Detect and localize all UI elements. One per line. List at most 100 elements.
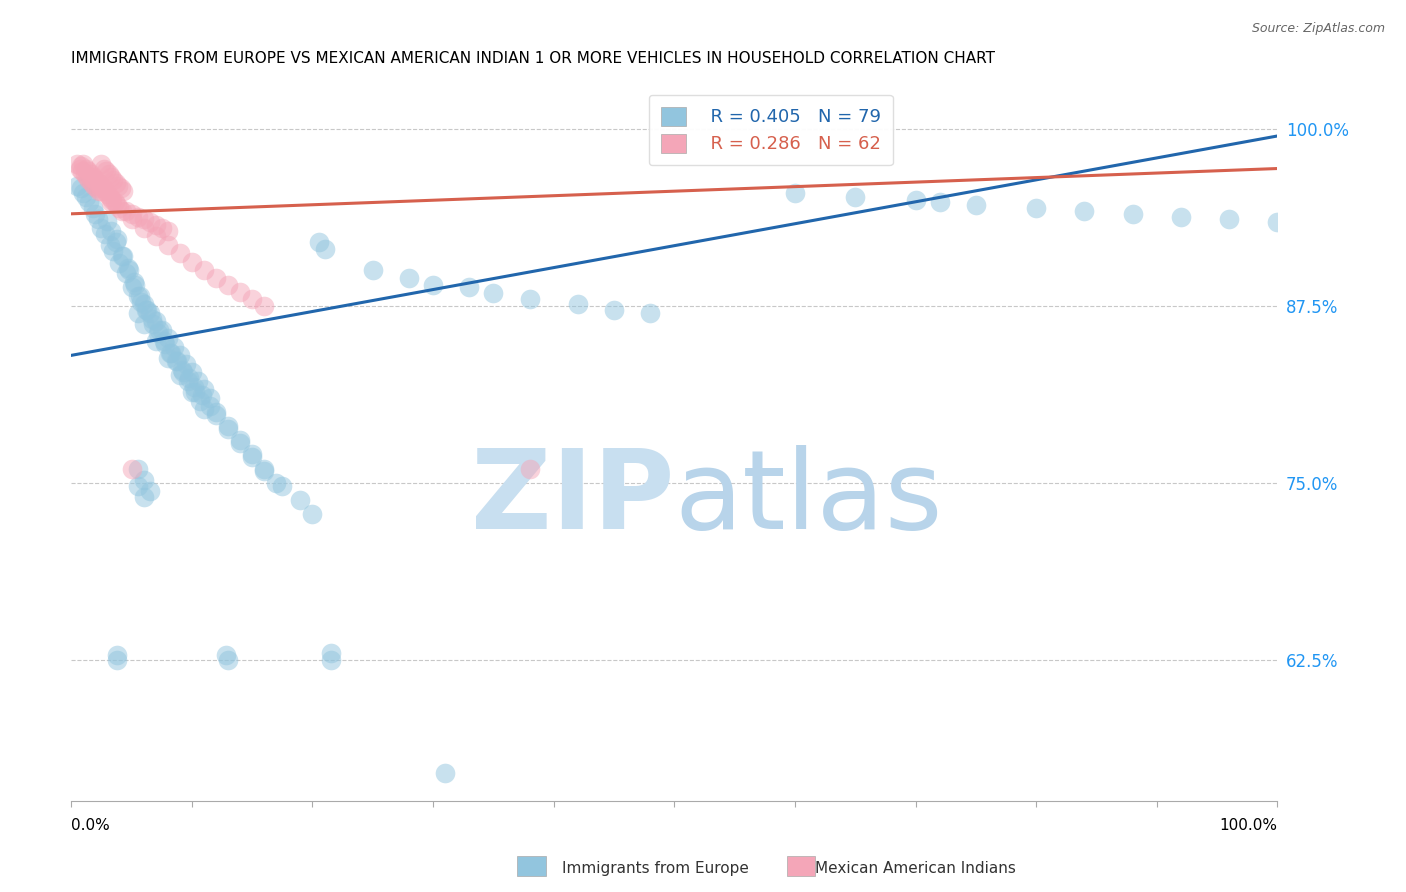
Point <box>169 246 191 260</box>
Point <box>141 311 163 326</box>
Point <box>96 214 118 228</box>
Point <box>180 255 202 269</box>
Point <box>100 224 122 238</box>
Point <box>129 294 152 309</box>
Point <box>84 173 107 187</box>
Point <box>136 303 159 318</box>
Point <box>127 210 149 224</box>
Point <box>90 221 112 235</box>
Point <box>519 461 541 475</box>
Point <box>156 351 179 366</box>
Point <box>104 195 127 210</box>
Point <box>603 303 626 318</box>
Point <box>1267 215 1289 229</box>
Point <box>72 157 94 171</box>
Point <box>86 181 108 195</box>
Point <box>87 212 110 227</box>
Point <box>198 391 221 405</box>
Point <box>84 207 107 221</box>
Point <box>146 326 169 340</box>
Point <box>83 178 105 193</box>
Point <box>112 249 135 263</box>
Point <box>75 161 97 176</box>
Point <box>314 242 336 256</box>
Point <box>1170 210 1192 224</box>
Text: atlas: atlas <box>675 444 943 551</box>
Point <box>89 178 111 193</box>
Point <box>98 238 121 252</box>
Point <box>183 379 205 393</box>
Point <box>190 388 212 402</box>
Point <box>229 285 252 299</box>
Point <box>94 184 117 198</box>
Point <box>114 266 136 280</box>
Point <box>98 190 121 204</box>
Point <box>132 221 155 235</box>
Point <box>122 275 145 289</box>
Point <box>638 306 661 320</box>
Point <box>174 357 197 371</box>
Point <box>127 478 149 492</box>
Point <box>153 334 176 349</box>
Point <box>187 374 209 388</box>
Point <box>103 173 125 187</box>
Point <box>145 314 167 328</box>
Point <box>79 195 101 210</box>
Legend:   R = 0.405   N = 79,   R = 0.286   N = 62: R = 0.405 N = 79, R = 0.286 N = 62 <box>650 95 893 165</box>
Point <box>482 286 505 301</box>
Point <box>138 215 160 229</box>
Point <box>121 207 143 221</box>
Text: Source: ZipAtlas.com: Source: ZipAtlas.com <box>1251 22 1385 36</box>
Point <box>266 475 288 490</box>
Point <box>91 181 114 195</box>
Point <box>214 648 236 663</box>
Point <box>319 653 342 667</box>
Point <box>75 190 97 204</box>
Point <box>567 297 589 311</box>
Point <box>240 292 263 306</box>
Point <box>169 368 191 383</box>
Point <box>80 176 103 190</box>
Point <box>96 186 118 201</box>
Point <box>129 289 152 303</box>
Point <box>163 340 186 354</box>
Point <box>188 393 211 408</box>
Point <box>94 227 117 241</box>
Point <box>107 178 129 193</box>
Point <box>104 176 127 190</box>
Point <box>519 292 541 306</box>
Point <box>97 167 120 181</box>
Point <box>105 648 128 663</box>
Point <box>156 238 179 252</box>
Point <box>121 212 143 227</box>
Point <box>434 766 457 780</box>
Point <box>179 371 201 385</box>
Point <box>166 354 188 368</box>
Point <box>308 235 330 249</box>
Point <box>100 169 122 184</box>
Point <box>79 171 101 186</box>
Point <box>193 382 215 396</box>
Point <box>1025 201 1047 215</box>
Point <box>458 280 481 294</box>
Point <box>184 385 207 400</box>
Point <box>205 408 228 422</box>
Point <box>253 465 276 479</box>
Point <box>132 490 155 504</box>
Point <box>205 270 228 285</box>
Point <box>87 184 110 198</box>
Text: 0.0%: 0.0% <box>72 818 110 833</box>
Point <box>138 306 160 320</box>
Point <box>217 422 239 436</box>
Point <box>156 224 179 238</box>
Point <box>361 263 384 277</box>
Point <box>156 331 179 345</box>
Point <box>70 159 93 173</box>
Point <box>104 235 127 249</box>
Point <box>145 229 167 244</box>
Point <box>180 365 202 379</box>
Point <box>70 164 93 178</box>
Point <box>124 277 146 292</box>
Point <box>111 249 134 263</box>
Point <box>169 348 191 362</box>
